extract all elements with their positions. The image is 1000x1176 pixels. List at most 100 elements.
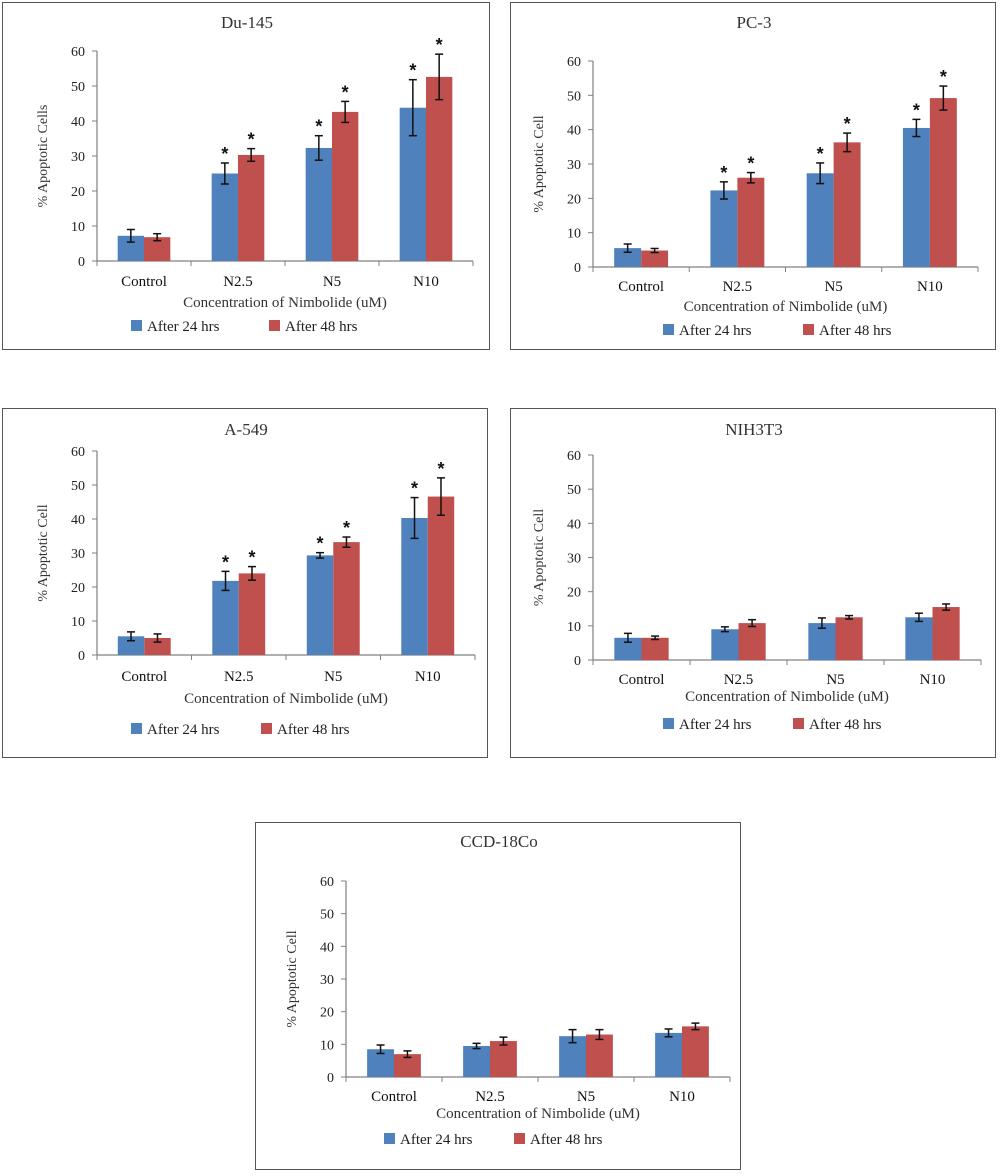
chart-panel-pc3: PC-3 0 10 20 30 40 50 60 % Apoptotic Cell Control… (510, 2, 996, 350)
bar (306, 555, 334, 655)
bar (614, 637, 642, 660)
bar (929, 98, 957, 267)
chart-title: NIH3T3 (725, 420, 783, 439)
legend-swatch (663, 718, 674, 729)
significance-star: * (343, 518, 350, 538)
category-label: N2.5 (723, 279, 753, 295)
y-tick-label: 30 (567, 552, 581, 567)
bar (737, 177, 765, 267)
y-tick-label: 20 (567, 192, 581, 207)
category-label: N5 (324, 669, 342, 685)
category-label: N5 (323, 274, 341, 290)
chart-title: PC-3 (737, 13, 772, 32)
category-label: N5 (824, 279, 842, 295)
bar (833, 142, 861, 267)
y-tick-label: 40 (567, 124, 581, 139)
bar (932, 607, 960, 660)
legend-label: After 24 hrs (400, 1132, 473, 1148)
significance-star: * (248, 548, 255, 568)
bar (305, 147, 332, 261)
y-tick-label: 10 (320, 1038, 334, 1053)
category-label: N10 (920, 672, 946, 688)
bar (238, 573, 266, 655)
category-label: N5 (577, 1089, 595, 1105)
chart-svg: CCD-18Co 0 10 20 30 40 50 60 % Apoptotic Cell Con… (285, 832, 731, 1148)
bar (586, 1034, 613, 1077)
bar (427, 496, 455, 655)
y-tick-label: 20 (320, 1006, 334, 1021)
y-tick-label: 60 (567, 55, 581, 70)
category-label: Control (619, 672, 665, 688)
legend-label: After 24 hrs (679, 717, 752, 733)
legend-label: After 24 hrs (147, 722, 220, 738)
category-label: N2.5 (724, 672, 754, 688)
legend-label: After 48 hrs (530, 1132, 603, 1148)
bar (905, 617, 933, 660)
bar (682, 1026, 709, 1077)
legend-swatch (663, 324, 674, 335)
y-tick-label: 0 (574, 654, 581, 669)
y-tick-label: 10 (71, 615, 85, 630)
chart-title: A-549 (224, 420, 267, 439)
bar (144, 638, 171, 655)
y-axis-title: % Apoptotic Cell (285, 930, 300, 1027)
significance-star: * (221, 144, 228, 164)
x-axis-title: Concentration of Nimbolide (uM) (184, 691, 388, 707)
x-axis-title: Concentration of Nimbolide (uM) (684, 299, 888, 315)
legend-label: After 48 hrs (819, 323, 892, 339)
legend-label: After 24 hrs (147, 319, 220, 335)
legend-swatch (261, 723, 272, 734)
category-label: N5 (826, 672, 844, 688)
y-tick-label: 40 (567, 517, 581, 532)
chart-svg: PC-3 0 10 20 30 40 50 60 % Apoptotic Cell Control… (532, 13, 979, 339)
legend-swatch (514, 1133, 525, 1144)
bar (463, 1045, 490, 1077)
y-tick-label: 0 (327, 1071, 334, 1086)
bar (490, 1041, 517, 1077)
category-label: N10 (415, 669, 441, 685)
bar (808, 623, 836, 660)
bar (738, 623, 766, 660)
chart-svg: Du-145 0 10 20 30 40 50 60 % Apoptotic Cells Cont… (36, 13, 474, 335)
significance-star: * (437, 459, 444, 479)
y-tick-label: 40 (320, 940, 334, 955)
y-tick-label: 20 (567, 586, 581, 601)
bar (394, 1054, 421, 1077)
significance-star: * (940, 67, 947, 87)
category-label: N2.5 (475, 1089, 505, 1105)
y-tick-label: 60 (71, 45, 85, 60)
significance-star: * (317, 534, 324, 554)
chart-svg: NIH3T3 0 10 20 30 40 50 60 % Apoptotic Cell Contr… (532, 420, 982, 733)
y-tick-label: 10 (567, 620, 581, 635)
y-axis-title: % Apoptotic Cell (532, 509, 547, 606)
legend-label: After 48 hrs (809, 717, 882, 733)
category-label: N10 (917, 279, 943, 295)
y-tick-label: 40 (71, 115, 85, 130)
y-tick-label: 30 (320, 973, 334, 988)
y-tick-label: 60 (71, 445, 85, 460)
significance-star: * (409, 61, 416, 81)
y-tick-label: 20 (71, 581, 85, 596)
significance-star: * (436, 35, 443, 55)
bar (806, 173, 834, 267)
significance-star: * (248, 130, 255, 150)
chart-svg: A-549 0 10 20 30 40 50 60 % Apoptotic Cell Contro… (36, 420, 476, 738)
bar (238, 154, 265, 261)
y-axis-title: % Apoptotic Cells (36, 105, 51, 208)
legend-swatch (269, 320, 280, 331)
category-label: N10 (413, 274, 439, 290)
category-label: Control (121, 669, 167, 685)
legend-swatch (384, 1133, 395, 1144)
legend-label: After 24 hrs (679, 323, 752, 339)
chart-panel-ccd18co: CCD-18Co 0 10 20 30 40 50 60 % Apoptotic Cell Con… (255, 822, 741, 1170)
x-axis-title: Concentration of Nimbolide (uM) (436, 1106, 640, 1122)
y-tick-label: 10 (567, 227, 581, 242)
significance-star: * (817, 144, 824, 164)
bar (711, 629, 739, 660)
bar (333, 542, 360, 655)
y-tick-label: 20 (71, 185, 85, 200)
legend-swatch (793, 718, 804, 729)
bar (902, 127, 930, 267)
bar (641, 250, 669, 267)
y-tick-label: 60 (320, 875, 334, 890)
